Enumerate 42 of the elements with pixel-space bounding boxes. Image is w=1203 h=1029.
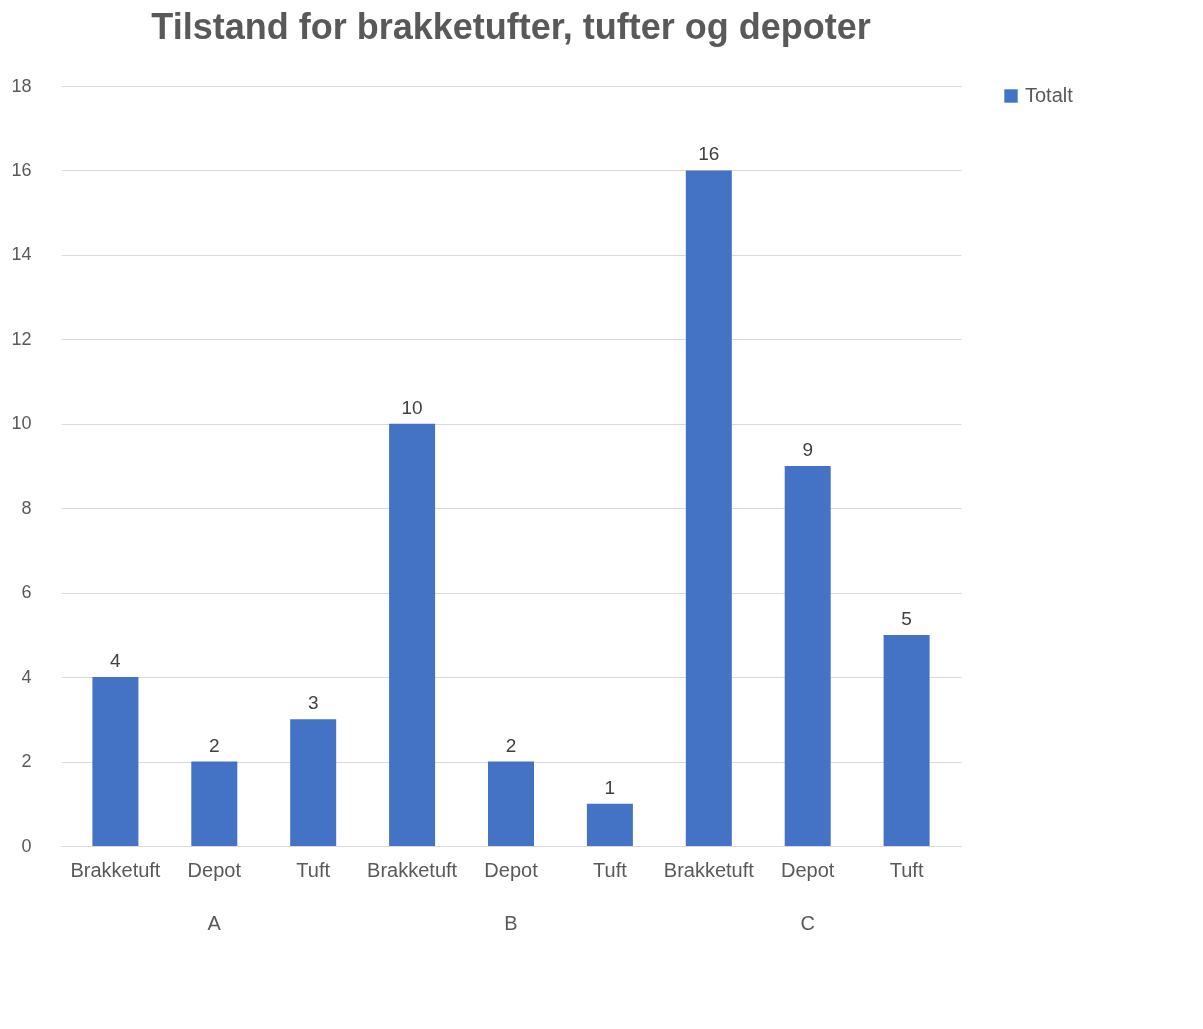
x-tick-label: Tuft xyxy=(296,858,331,881)
text: C xyxy=(800,912,815,934)
x-tick-label: Depot xyxy=(781,858,835,881)
y-tick-label: 0 xyxy=(21,835,32,856)
y-tick-label: 18 xyxy=(11,75,32,96)
bar xyxy=(92,677,139,846)
x-tick-label: Brakketuft xyxy=(663,858,755,881)
text: B xyxy=(504,912,518,934)
data-label: 2 xyxy=(209,734,220,756)
x-tick-label: Depot xyxy=(484,858,539,881)
bar xyxy=(586,803,633,846)
chart-title: Tilstand for brakketufter, tufter og depoter xyxy=(151,6,871,47)
bar xyxy=(389,423,436,846)
bar xyxy=(685,170,732,846)
x-tick-label: Brakketuft xyxy=(367,858,458,881)
y-tick-label: 12 xyxy=(11,328,32,349)
y-tick-label: 4 xyxy=(21,666,32,687)
y-tick-label: 6 xyxy=(21,582,32,603)
bar xyxy=(290,719,337,846)
bar xyxy=(488,761,534,846)
text: A xyxy=(207,912,222,934)
data-label: 10 xyxy=(401,396,423,418)
bar xyxy=(191,761,238,846)
data-label: 1 xyxy=(604,776,616,798)
x-tick-label: Tuft xyxy=(593,858,628,881)
y-tick-label: 10 xyxy=(11,413,32,434)
x-tick-label: Depot xyxy=(187,858,242,881)
x-tick-label: Brakketuft xyxy=(70,858,161,881)
data-label: 5 xyxy=(901,607,912,629)
bar xyxy=(784,466,831,846)
data-label: 16 xyxy=(698,143,720,165)
y-tick-label: 8 xyxy=(21,497,32,518)
data-label: 3 xyxy=(307,692,319,714)
legend-label: Totalt xyxy=(1025,84,1074,106)
data-label: 9 xyxy=(802,439,813,460)
data-label: 2 xyxy=(505,734,517,756)
bar xyxy=(883,634,930,846)
data-label: 4 xyxy=(110,650,122,672)
y-tick-label: 14 xyxy=(11,244,32,265)
y-tick-label: 2 xyxy=(21,751,32,772)
y-tick-label: 16 xyxy=(11,159,32,180)
x-tick-label: Tuft xyxy=(889,858,924,881)
